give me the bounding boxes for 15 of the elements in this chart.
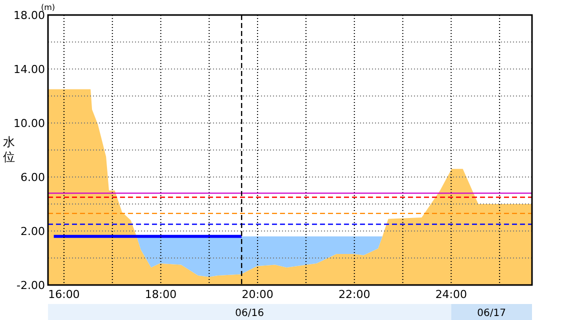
x-tick-label: 18:00 [144,288,177,301]
x-tick-label: 22:00 [338,288,370,301]
x-tick-label: 24:00 [435,288,468,301]
text: 06/16 [235,308,264,319]
x-tick-label: 20:00 [242,288,274,301]
y-tick-label: 18.00 [14,9,45,22]
y-axis-title: 水位 [3,135,15,164]
y-tick-label: 14.00 [14,63,45,76]
y-tick-label: 10.00 [14,117,45,130]
text: 06/17 [477,308,506,319]
y-tick-label: -2.00 [16,279,45,292]
y-tick-label: 6.00 [20,171,45,184]
y-tick-label: 2.00 [20,225,45,238]
text: (m) [40,3,56,12]
x-tick-label: 16:00 [48,288,80,301]
